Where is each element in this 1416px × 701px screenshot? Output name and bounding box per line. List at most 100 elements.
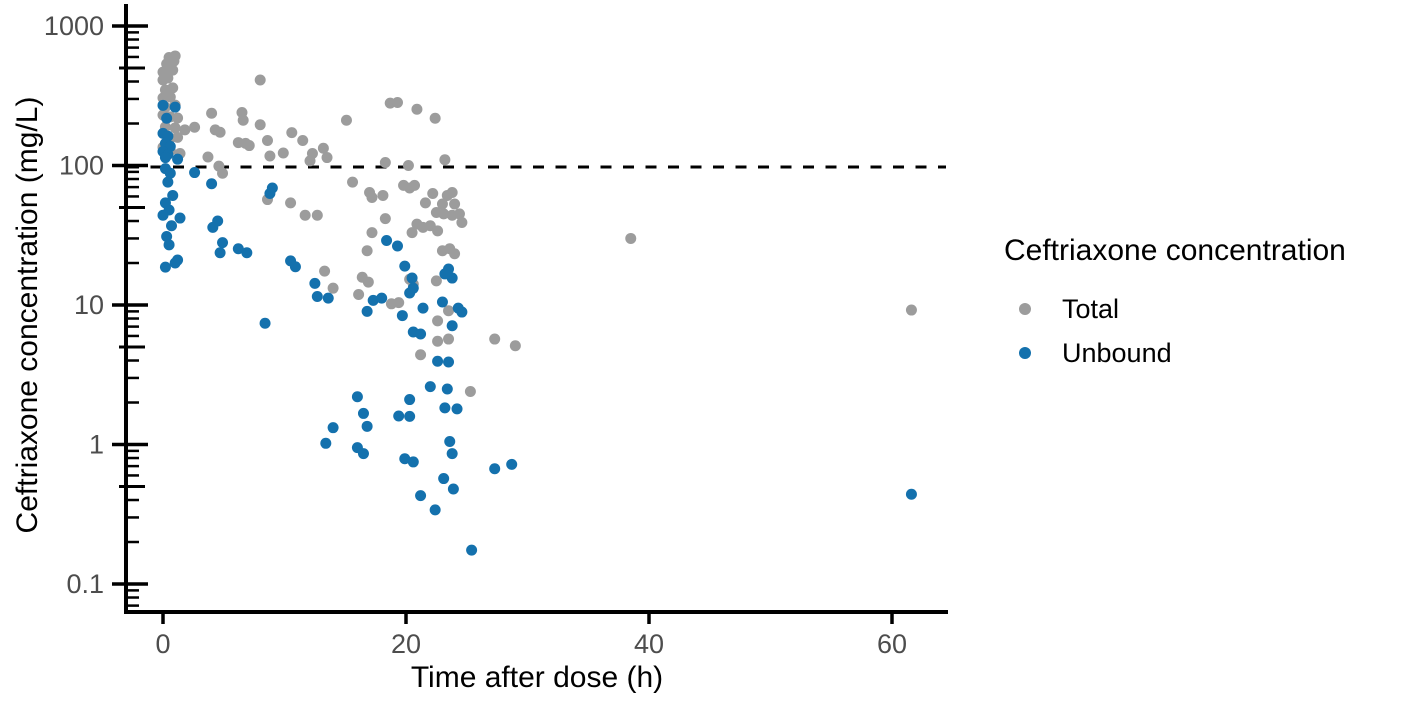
data-point-unbound bbox=[506, 458, 518, 470]
data-point-unbound bbox=[264, 187, 276, 199]
y-tick-label: 1000 bbox=[44, 11, 104, 41]
data-point-total bbox=[449, 198, 461, 210]
data-point-total bbox=[297, 135, 309, 147]
data-point-unbound bbox=[164, 167, 176, 179]
data-point-total bbox=[393, 297, 405, 309]
data-point-unbound bbox=[406, 272, 418, 284]
data-point-unbound bbox=[167, 189, 179, 201]
y-tick-label: 10 bbox=[74, 290, 104, 320]
data-point-total bbox=[214, 126, 226, 138]
data-point-unbound bbox=[456, 306, 468, 318]
data-point-total bbox=[489, 333, 501, 345]
legend-title: Ceftriaxone concentration bbox=[1004, 234, 1346, 267]
x-tick-label: 20 bbox=[391, 629, 421, 659]
data-point-unbound bbox=[217, 237, 229, 249]
data-point-total bbox=[443, 333, 455, 345]
data-point-unbound bbox=[489, 463, 501, 475]
data-point-total bbox=[464, 385, 476, 397]
data-point-total bbox=[362, 276, 374, 288]
data-point-total bbox=[206, 107, 218, 119]
data-point-unbound bbox=[424, 381, 436, 393]
data-point-total bbox=[217, 167, 229, 179]
x-tick-label: 60 bbox=[877, 629, 907, 659]
data-point-total bbox=[243, 140, 255, 152]
data-point-unbound bbox=[439, 402, 451, 414]
data-point-total bbox=[429, 112, 441, 124]
data-point-unbound bbox=[161, 112, 173, 124]
data-point-unbound bbox=[320, 437, 332, 449]
data-point-unbound bbox=[447, 483, 459, 495]
data-point-total bbox=[264, 150, 276, 162]
data-point-unbound bbox=[361, 420, 373, 432]
data-point-total bbox=[168, 55, 180, 67]
data-point-unbound bbox=[429, 504, 441, 516]
legend-label-unbound: Unbound bbox=[1062, 337, 1172, 368]
data-point-total bbox=[432, 315, 444, 327]
x-axis-title: Time after dose (h) bbox=[410, 661, 664, 694]
data-point-unbound bbox=[446, 448, 458, 460]
data-point-unbound bbox=[404, 410, 416, 422]
data-point-unbound bbox=[396, 310, 408, 322]
data-point-unbound bbox=[404, 394, 416, 406]
data-point-total bbox=[304, 155, 316, 167]
data-point-unbound bbox=[451, 403, 463, 415]
data-point-total bbox=[167, 64, 179, 76]
data-point-total bbox=[439, 154, 451, 166]
data-point-unbound bbox=[391, 240, 403, 252]
data-point-total bbox=[432, 335, 444, 347]
data-point-unbound bbox=[905, 488, 917, 500]
data-point-total bbox=[379, 213, 391, 225]
data-point-unbound bbox=[214, 247, 226, 259]
legend-label-total: Total bbox=[1062, 293, 1120, 324]
data-point-unbound bbox=[466, 544, 478, 556]
data-point-total bbox=[179, 124, 191, 136]
data-point-unbound bbox=[444, 436, 456, 448]
data-point-total bbox=[347, 176, 359, 188]
legend: Ceftriaxone concentration Total Unbound bbox=[1004, 234, 1346, 370]
data-point-unbound bbox=[357, 448, 369, 460]
y-tick-label: 0.1 bbox=[66, 569, 104, 599]
data-point-total bbox=[286, 127, 298, 139]
data-point-total bbox=[172, 131, 184, 143]
data-point-unbound bbox=[438, 473, 450, 485]
data-point-unbound bbox=[157, 209, 169, 221]
data-point-total bbox=[361, 245, 373, 257]
data-point-total bbox=[427, 187, 439, 199]
data-point-unbound bbox=[161, 230, 173, 242]
data-point-total bbox=[237, 114, 249, 126]
data-point-total bbox=[432, 225, 444, 237]
data-point-unbound bbox=[159, 152, 171, 164]
data-point-unbound bbox=[259, 317, 271, 329]
data-point-unbound bbox=[189, 167, 201, 179]
data-point-unbound bbox=[407, 456, 419, 468]
data-point-unbound bbox=[399, 260, 411, 272]
x-tick-label: 0 bbox=[155, 629, 170, 659]
data-point-total bbox=[438, 208, 450, 220]
data-point-unbound bbox=[351, 391, 363, 403]
data-point-unbound bbox=[417, 302, 429, 314]
data-point-total bbox=[415, 349, 427, 361]
data-point-total bbox=[162, 72, 174, 84]
data-point-unbound bbox=[289, 261, 301, 273]
data-point-unbound bbox=[367, 294, 379, 306]
data-point-total bbox=[254, 74, 266, 86]
data-point-total bbox=[164, 91, 176, 103]
data-point-unbound bbox=[436, 296, 448, 308]
data-point-unbound bbox=[361, 305, 373, 317]
data-point-total bbox=[411, 103, 423, 115]
data-point-total bbox=[340, 114, 352, 126]
data-point-unbound bbox=[159, 261, 171, 273]
data-point-unbound bbox=[169, 101, 181, 113]
data-point-total bbox=[406, 227, 418, 239]
data-point-total bbox=[625, 232, 637, 244]
data-point-total bbox=[202, 151, 214, 163]
data-point-unbound bbox=[162, 176, 174, 188]
data-point-total bbox=[254, 119, 266, 131]
data-point-unbound bbox=[443, 356, 455, 368]
data-point-unbound bbox=[446, 320, 458, 332]
data-point-total bbox=[446, 187, 458, 199]
data-point-total bbox=[319, 265, 331, 277]
data-point-total bbox=[366, 227, 378, 239]
data-point-total bbox=[327, 282, 339, 294]
data-point-total bbox=[509, 340, 521, 352]
